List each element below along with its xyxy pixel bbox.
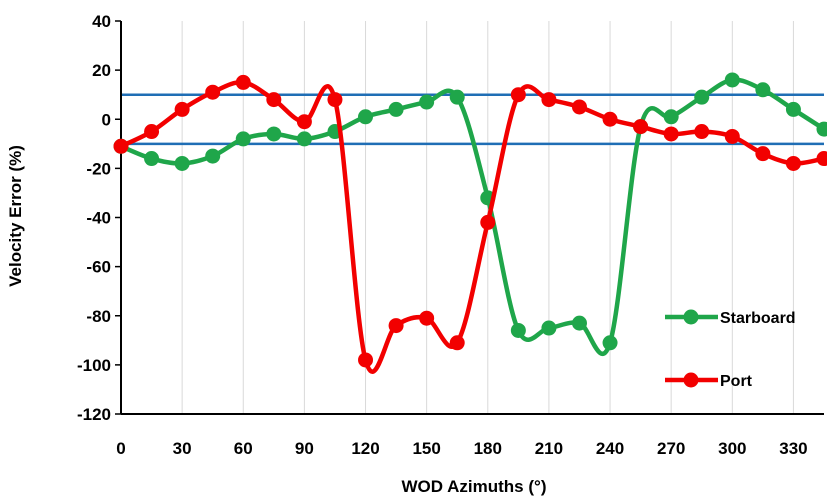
data-point: [572, 99, 587, 114]
y-tick-label: 40: [92, 12, 111, 31]
data-point: [389, 102, 404, 117]
legend-label: Starboard: [720, 310, 796, 327]
series-line: [121, 80, 824, 354]
legend-swatch-marker: [684, 373, 699, 388]
data-point: [725, 72, 740, 87]
data-point: [572, 316, 587, 331]
data-point: [175, 102, 190, 117]
data-point: [664, 109, 679, 124]
data-point: [511, 323, 526, 338]
x-tick-label: 120: [351, 439, 379, 458]
data-point: [236, 131, 251, 146]
data-point: [389, 318, 404, 333]
y-tick-label: -20: [86, 159, 111, 178]
y-tick-label: 20: [92, 61, 111, 80]
data-point: [358, 109, 373, 124]
y-axis-title: Velocity Error (%): [6, 145, 25, 287]
x-tick-label: 210: [535, 439, 563, 458]
data-point: [175, 156, 190, 171]
series-line: [121, 82, 824, 371]
legend-swatch-marker: [684, 310, 699, 325]
x-tick-label: 240: [596, 439, 624, 458]
data-point: [694, 124, 709, 139]
data-point: [205, 85, 220, 100]
legend-label: Port: [720, 373, 753, 390]
data-point: [266, 92, 281, 107]
data-point: [144, 151, 159, 166]
legend-item-port: Port: [665, 373, 753, 391]
x-tick-label: 180: [474, 439, 502, 458]
data-point: [541, 92, 556, 107]
x-tick-label: 0: [116, 439, 125, 458]
legend-item-starboard: Starboard: [665, 310, 796, 328]
data-point: [419, 311, 434, 326]
tick-labels: 0 30 60 90 120 150 180 210 240 270 300 330 40 20 0 -20 -…: [77, 12, 808, 458]
data-point: [327, 92, 342, 107]
y-tick-label: -100: [77, 356, 111, 375]
data-point: [358, 352, 373, 367]
data-point: [419, 95, 434, 110]
data-point: [541, 321, 556, 336]
data-point: [755, 82, 770, 97]
data-point: [297, 114, 312, 129]
x-tick-label: 270: [657, 439, 685, 458]
x-tick-label: 30: [173, 439, 192, 458]
data-point: [664, 126, 679, 141]
series-port: [114, 75, 827, 372]
data-point: [144, 124, 159, 139]
data-point: [450, 90, 465, 105]
data-point: [786, 102, 801, 117]
x-axis-title: WOD Azimuths (°): [402, 477, 547, 496]
y-tick-label: -120: [77, 405, 111, 424]
legend: Starboard Port: [665, 310, 796, 391]
y-tick-label: -60: [86, 258, 111, 277]
data-point: [603, 335, 618, 350]
data-point: [480, 215, 495, 230]
data-point: [266, 126, 281, 141]
data-point: [786, 156, 801, 171]
x-tick-label: 150: [412, 439, 440, 458]
x-tick-label: 300: [718, 439, 746, 458]
data-point: [755, 146, 770, 161]
data-point: [114, 139, 129, 154]
data-point: [725, 129, 740, 144]
y-tick-label: -40: [86, 209, 111, 228]
data-point: [450, 335, 465, 350]
plot-area: [115, 21, 824, 414]
data-point: [205, 149, 220, 164]
data-point: [297, 131, 312, 146]
x-tick-label: 330: [779, 439, 807, 458]
data-point: [694, 90, 709, 105]
y-tick-label: 0: [102, 110, 111, 129]
x-tick-label: 60: [234, 439, 253, 458]
data-point: [511, 87, 526, 102]
x-tick-label: 90: [295, 439, 314, 458]
data-point: [603, 112, 618, 127]
grid-lines: [121, 21, 793, 414]
data-point: [817, 151, 827, 166]
data-point: [236, 75, 251, 90]
data-point: [633, 119, 648, 134]
y-tick-label: -80: [86, 307, 111, 326]
